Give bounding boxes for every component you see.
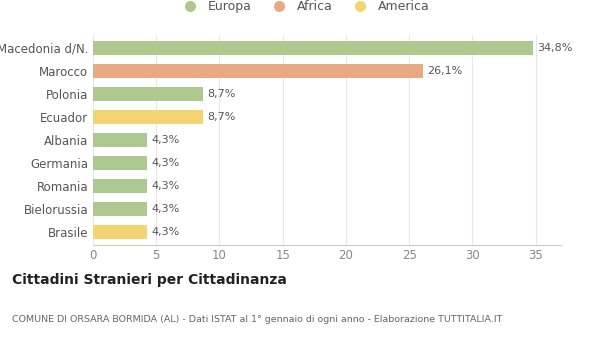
Legend: Europa, Africa, America: Europa, Africa, America — [173, 0, 434, 18]
Text: 26,1%: 26,1% — [427, 66, 462, 76]
Bar — [93, 202, 148, 216]
Text: 4,3%: 4,3% — [151, 181, 179, 191]
Bar — [93, 110, 203, 124]
Text: 34,8%: 34,8% — [537, 43, 572, 53]
Bar — [93, 156, 148, 170]
Bar — [93, 87, 203, 101]
Text: 4,3%: 4,3% — [151, 158, 179, 168]
Text: 4,3%: 4,3% — [151, 135, 179, 145]
Text: Cittadini Stranieri per Cittadinanza: Cittadini Stranieri per Cittadinanza — [12, 273, 287, 287]
Bar — [93, 64, 423, 78]
Text: 8,7%: 8,7% — [207, 89, 235, 99]
Bar — [93, 41, 533, 55]
Text: 8,7%: 8,7% — [207, 112, 235, 122]
Bar — [93, 179, 148, 193]
Text: 4,3%: 4,3% — [151, 227, 179, 237]
Text: 4,3%: 4,3% — [151, 204, 179, 214]
Bar — [93, 133, 148, 147]
Bar — [93, 225, 148, 239]
Text: COMUNE DI ORSARA BORMIDA (AL) - Dati ISTAT al 1° gennaio di ogni anno - Elaboraz: COMUNE DI ORSARA BORMIDA (AL) - Dati IST… — [12, 315, 502, 324]
